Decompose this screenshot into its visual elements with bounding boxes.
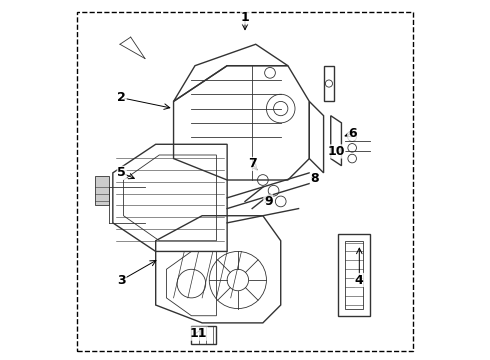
Text: 1: 1: [241, 11, 249, 24]
Text: 5: 5: [118, 166, 126, 179]
Text: 3: 3: [118, 274, 126, 287]
Bar: [95, 176, 109, 205]
Text: 2: 2: [118, 91, 126, 104]
Text: 7: 7: [248, 157, 257, 170]
Text: 11: 11: [190, 327, 207, 340]
Text: 8: 8: [310, 172, 319, 185]
Text: 6: 6: [348, 127, 357, 140]
Text: 10: 10: [327, 145, 345, 158]
Text: 9: 9: [264, 195, 272, 208]
Text: 4: 4: [355, 274, 364, 287]
